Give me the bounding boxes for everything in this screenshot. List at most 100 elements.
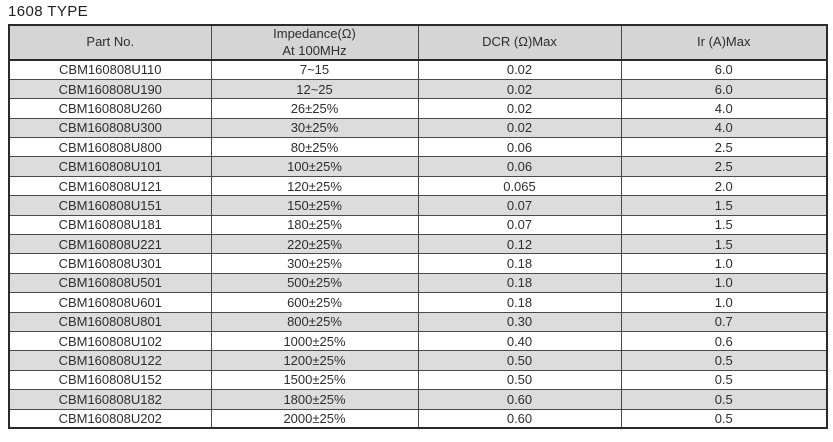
table-cell: 2.5: [620, 156, 828, 177]
table-cell: 4.0: [620, 98, 828, 119]
column-header-label: Ir (A)Max: [697, 34, 751, 50]
table-cell: 800±25%: [210, 311, 419, 332]
table-cell: CBM160808U102: [8, 330, 212, 352]
table-cell: 1.0: [620, 292, 828, 313]
table-cell: 300±25%: [210, 253, 419, 274]
table-cell: 0.60: [417, 389, 622, 410]
table-cell: CBM160808U152: [8, 369, 212, 391]
table-row: CBM160808U102 1000±25% 0.40 0.6: [8, 330, 828, 352]
table-row: CBM160808U182 1800±25% 0.60 0.5: [8, 389, 828, 410]
table-cell: 600±25%: [210, 292, 419, 313]
table-row: CBM160808U202 2000±25% 0.60 0.5: [8, 408, 828, 429]
table-cell: 2000±25%: [210, 408, 419, 429]
header-row: Part No. Impedance(Ω) At 100MHz DCR (Ω)M…: [8, 24, 828, 61]
column-header-label: Part No.: [86, 34, 135, 50]
table-cell: 120±25%: [210, 175, 419, 197]
table-cell: CBM160808U181: [8, 214, 212, 236]
table-cell: CBM160808U260: [8, 98, 212, 119]
table-row: CBM160808U300 30±25% 0.02 4.0: [8, 117, 828, 139]
table-cell: 180±25%: [210, 214, 419, 236]
table-row: CBM160808U221 220±25% 0.12 1.5: [8, 234, 828, 255]
datasheet-page: 1608 TYPE Part No. Impedance(Ω) At 100MH…: [0, 3, 833, 430]
table-row: CBM160808U152 1500±25% 0.50 0.5: [8, 369, 828, 391]
column-header-part-no: Part No.: [8, 24, 212, 61]
table-cell: CBM160808U202: [8, 408, 212, 429]
table-row: CBM160808U260 26±25% 0.02 4.0: [8, 98, 828, 119]
table-cell: 7~15: [210, 59, 419, 80]
table-cell: CBM160808U121: [8, 175, 212, 197]
table-row: CBM160808U190 12~25 0.02 6.0: [8, 78, 828, 100]
column-header-ir: Ir (A)Max: [620, 24, 828, 61]
table-header: Part No. Impedance(Ω) At 100MHz DCR (Ω)M…: [8, 24, 828, 61]
table-cell: 2.5: [620, 137, 828, 158]
table-cell: 0.02: [417, 78, 622, 100]
table-cell: 0.5: [620, 350, 828, 371]
table-cell: 0.30: [417, 311, 622, 332]
table-cell: 150±25%: [210, 195, 419, 216]
table-cell: 1.5: [620, 195, 828, 216]
page-title: 1608 TYPE: [8, 3, 89, 20]
table-cell: 6.0: [620, 59, 828, 80]
table-cell: 1000±25%: [210, 330, 419, 352]
table-cell: 26±25%: [210, 98, 419, 119]
table-row: CBM160808U301 300±25% 0.18 1.0: [8, 253, 828, 274]
table-cell: 0.06: [417, 137, 622, 158]
table-row: CBM160808U151 150±25% 0.07 1.5: [8, 195, 828, 216]
table-cell: CBM160808U801: [8, 311, 212, 332]
table-cell: 30±25%: [210, 117, 419, 139]
table-row: CBM160808U601 600±25% 0.18 1.0: [8, 292, 828, 313]
column-header-dcr: DCR (Ω)Max: [417, 24, 622, 61]
table-cell: 0.5: [620, 408, 828, 429]
table-cell: 0.12: [417, 234, 622, 255]
column-header-label: DCR (Ω)Max: [482, 34, 557, 50]
table-cell: 0.50: [417, 350, 622, 371]
table-cell: 0.02: [417, 117, 622, 139]
table-row: CBM160808U101 100±25% 0.06 2.5: [8, 156, 828, 177]
table-cell: CBM160808U800: [8, 137, 212, 158]
table-cell: 0.18: [417, 253, 622, 274]
table-cell: 1.5: [620, 234, 828, 255]
table-cell: 0.40: [417, 330, 622, 352]
column-header-label: Impedance(Ω): [273, 26, 356, 42]
table-cell: 1800±25%: [210, 389, 419, 410]
table-cell: 0.6: [620, 330, 828, 352]
table-cell: 6.0: [620, 78, 828, 100]
table-body: CBM160808U110 7~15 0.02 6.0 CBM160808U190 12~…: [8, 59, 828, 429]
table-cell: 1.0: [620, 253, 828, 274]
table-cell: CBM160808U501: [8, 272, 212, 294]
table-cell: CBM160808U301: [8, 253, 212, 274]
table-cell: 1.5: [620, 214, 828, 236]
table-cell: CBM160808U182: [8, 389, 212, 410]
table-cell: 220±25%: [210, 234, 419, 255]
table-cell: 0.18: [417, 272, 622, 294]
table-row: CBM160808U801 800±25% 0.30 0.7: [8, 311, 828, 332]
table-cell: CBM160808U101: [8, 156, 212, 177]
table-cell: 0.065: [417, 175, 622, 197]
table-cell: 4.0: [620, 117, 828, 139]
table-cell: CBM160808U122: [8, 350, 212, 371]
table-cell: 0.7: [620, 311, 828, 332]
table-cell: 0.06: [417, 156, 622, 177]
table-row: CBM160808U181 180±25% 0.07 1.5: [8, 214, 828, 236]
table-cell: 0.07: [417, 195, 622, 216]
table-cell: 500±25%: [210, 272, 419, 294]
table-cell: CBM160808U300: [8, 117, 212, 139]
table-row: CBM160808U121 120±25% 0.065 2.0: [8, 175, 828, 197]
column-header-sublabel: At 100MHz: [282, 42, 347, 58]
table-cell: 0.02: [417, 98, 622, 119]
column-header-impedance: Impedance(Ω) At 100MHz: [210, 24, 419, 61]
table-cell: CBM160808U221: [8, 234, 212, 255]
table-cell: 1500±25%: [210, 369, 419, 391]
table-cell: 0.5: [620, 369, 828, 391]
table-cell: 0.02: [417, 59, 622, 80]
table-cell: 0.5: [620, 389, 828, 410]
table-cell: 0.07: [417, 214, 622, 236]
table-cell: CBM160808U110: [8, 59, 212, 80]
table-cell: CBM160808U601: [8, 292, 212, 313]
table-cell: CBM160808U151: [8, 195, 212, 216]
table-cell: 80±25%: [210, 137, 419, 158]
table-cell: 2.0: [620, 175, 828, 197]
table-cell: 0.50: [417, 369, 622, 391]
table-row: CBM160808U501 500±25% 0.18 1.0: [8, 272, 828, 294]
table-cell: 1.0: [620, 272, 828, 294]
